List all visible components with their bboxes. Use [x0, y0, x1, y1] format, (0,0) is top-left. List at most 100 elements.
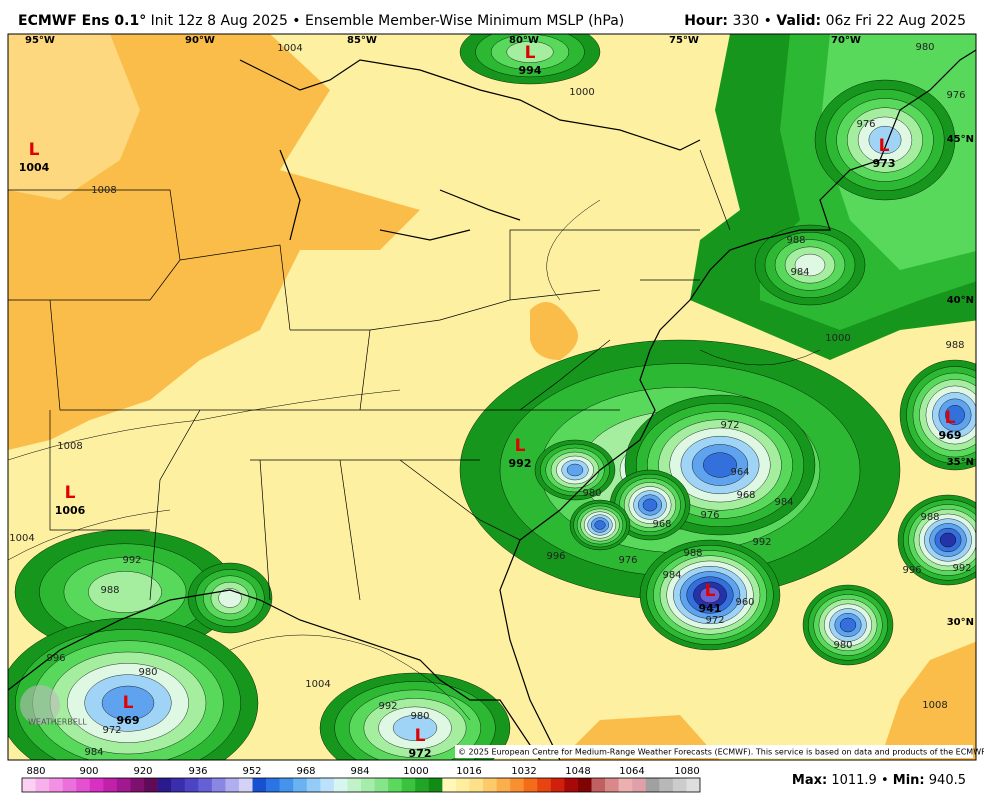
colorbar-swatch — [225, 778, 240, 792]
colorbar-swatch — [211, 778, 226, 792]
contour-label: 992 — [752, 537, 771, 548]
contour-label: 984 — [774, 497, 793, 508]
colorbar-tick-label: 1000 — [403, 766, 428, 777]
copyright-bg — [455, 745, 973, 758]
lon-label: 80°W — [509, 35, 539, 46]
low-symbol: L — [123, 693, 134, 713]
colorbar-swatch — [62, 778, 77, 792]
contour-label: 968 — [652, 519, 671, 530]
contour-label: 960 — [735, 597, 754, 608]
low-symbol: L — [525, 43, 536, 63]
colorbar-swatch — [496, 778, 511, 792]
logo: WEATHERBELL — [28, 718, 87, 727]
max: 1011.9 — [831, 773, 877, 788]
pressure-fill — [392, 715, 438, 741]
contour-label: 976 — [618, 555, 637, 566]
colorbar-swatch — [130, 778, 145, 792]
colorbar-swatch — [577, 778, 592, 792]
colorbar-swatch — [659, 778, 674, 792]
hour-label: Hour: — [684, 13, 728, 29]
low-symbol: L — [415, 726, 426, 746]
max-label: Max: — [792, 773, 827, 788]
low-value: 969 — [939, 429, 962, 442]
contour-label: 992 — [378, 701, 397, 712]
contour-label: 988 — [100, 585, 119, 596]
colorbar-swatch — [347, 778, 362, 792]
footer: Max: 1011.9 • Min: 940.5 — [792, 773, 966, 788]
colorbar-swatch — [103, 778, 118, 792]
low-value: 969 — [117, 714, 140, 727]
contour-label: 1008 — [922, 700, 947, 711]
state-borders — [8, 149, 731, 601]
contour-label: 968 — [736, 490, 755, 501]
contour-label: 964 — [730, 467, 749, 478]
lat-label: 45°N — [947, 134, 974, 145]
lon-label: 90°W — [185, 35, 215, 46]
min-label: Min: — [893, 773, 925, 788]
map-frame — [7, 33, 977, 761]
separator: • — [764, 13, 772, 29]
contour-label: 988 — [683, 548, 702, 559]
colorbar-tick-label: 1032 — [511, 766, 536, 777]
contour-label: 992 — [122, 555, 141, 566]
low-symbol: L — [879, 136, 890, 156]
pressure-fill — [939, 532, 957, 548]
colorbar-swatch — [89, 778, 104, 792]
contour-label: 996 — [546, 551, 565, 562]
colorbar-frame — [21, 777, 701, 793]
low-symbol: L — [29, 140, 40, 160]
fill-1004 — [8, 34, 140, 200]
colorbar-swatch — [35, 778, 50, 792]
contour-label: 980 — [915, 42, 934, 53]
colorbar-tick-label: 900 — [79, 766, 98, 777]
colorbar-tick-label: 968 — [296, 766, 315, 777]
description: Init 12z 8 Aug 2025 • Ensemble Member-Wi… — [151, 13, 625, 29]
contour-label: 976 — [946, 90, 965, 101]
colorbar-swatch — [469, 778, 484, 792]
colorbar-swatch — [252, 778, 267, 792]
separator: • — [881, 773, 889, 788]
low-value: 992 — [509, 457, 532, 470]
colorbar-swatch — [374, 778, 389, 792]
colorbar-swatch — [306, 778, 321, 792]
low-symbol: L — [515, 436, 526, 456]
colorbar-swatch — [455, 778, 470, 792]
low-value: 1004 — [19, 161, 50, 174]
colorbar-swatch — [483, 778, 497, 792]
isobars — [8, 199, 821, 721]
contour-label: 1004 — [305, 679, 330, 690]
colorbar-swatch — [144, 778, 158, 792]
contour-label: 972 — [720, 420, 739, 431]
lat-label: 40°N — [947, 295, 974, 306]
colorbar-swatch — [157, 778, 172, 792]
contour-label: 980 — [833, 640, 852, 651]
colorbar-tick-label: 1064 — [619, 766, 644, 777]
contour-label: 992 — [952, 563, 971, 574]
low-symbol: L — [65, 483, 76, 503]
contour-label: 988 — [920, 512, 939, 523]
colorbar-swatch — [605, 778, 619, 792]
pressure-fill — [699, 586, 721, 604]
colorbar-swatch — [442, 778, 457, 792]
logo-icon — [20, 685, 60, 725]
contour-label: 976 — [700, 510, 719, 521]
colorbar-swatch — [266, 778, 280, 792]
colorbar-swatch — [238, 778, 253, 792]
fill-1008 — [530, 302, 578, 360]
lon-label: 85°W — [347, 35, 377, 46]
colorbar-swatch — [632, 778, 647, 792]
valid-label: Valid: — [776, 13, 821, 29]
colorbar-swatch — [171, 778, 186, 792]
pressure-fill — [794, 253, 826, 277]
contour-label: 1000 — [825, 333, 850, 344]
colorbar-swatch — [333, 778, 348, 792]
colorbar-swatch — [49, 778, 63, 792]
colorbar-swatch — [510, 778, 525, 792]
lon-label: 95°W — [25, 35, 55, 46]
map: WEATHERBELL 1004 1000 1008 1008 1004 996 992 98… — [8, 34, 976, 760]
colorbar-tick-label: 952 — [242, 766, 261, 777]
contour-label: 988 — [786, 235, 805, 246]
low-value: 941 — [699, 602, 722, 615]
contour-label: 976 — [856, 119, 875, 130]
